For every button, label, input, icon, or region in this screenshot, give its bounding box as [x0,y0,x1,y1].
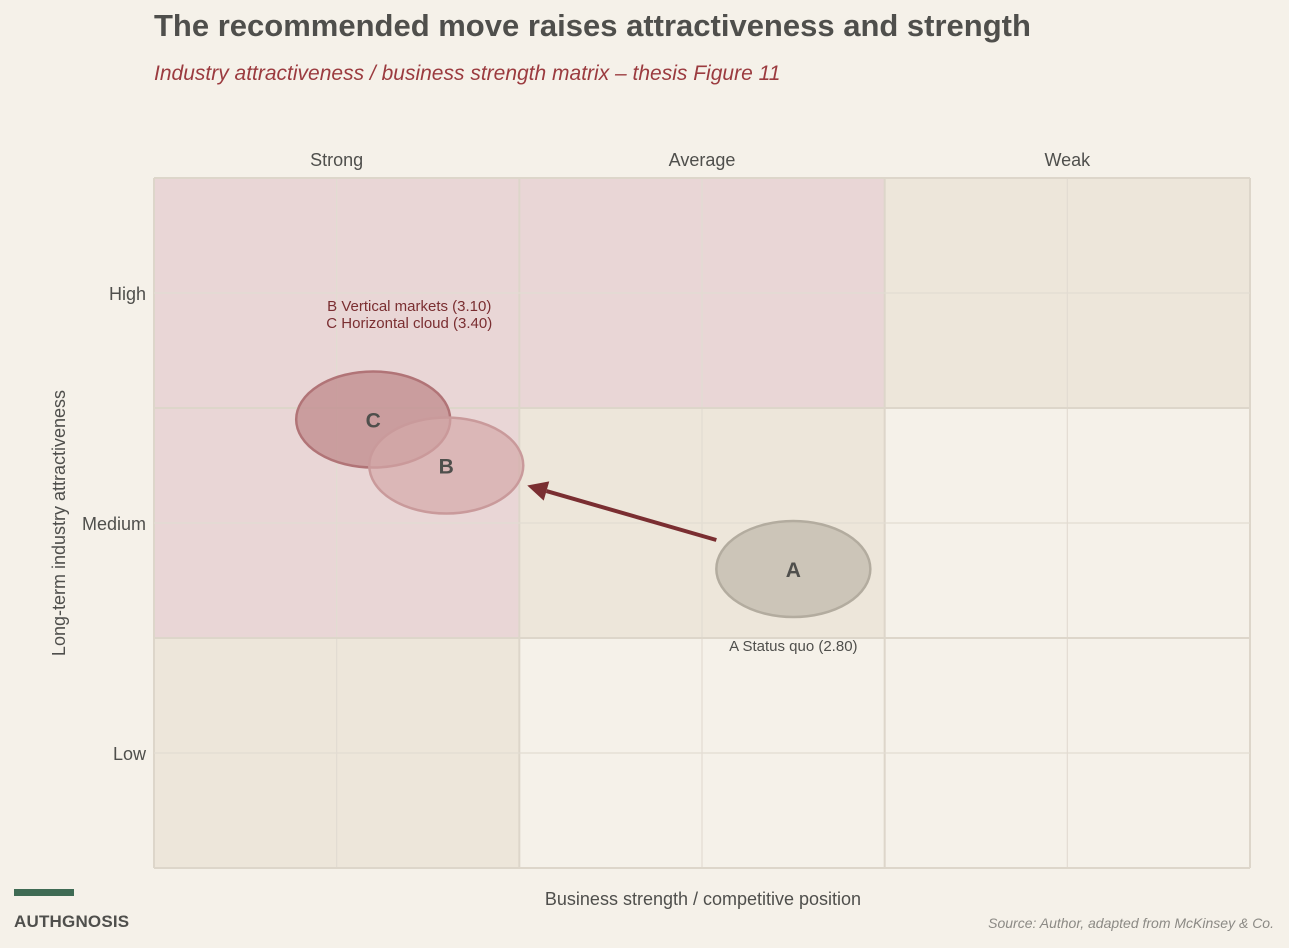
label-c: C Horizontal cloud (3.40) [326,315,492,332]
bubbles: A C B [294,370,872,619]
chart-title: The recommended move raises attractivene… [154,8,1031,43]
row-labels: High Medium Low [82,284,147,764]
chart-subtitle: Industry attractiveness / business stren… [154,62,781,85]
label-b: B Vertical markets (3.10) [327,298,491,315]
bubble-labels: B Vertical markets (3.10)C Horizontal cl… [326,298,857,655]
move-arrow-head [527,481,550,501]
brand-bar [14,889,74,896]
x-axis-label: Business strength / competitive position [545,889,861,909]
bubble-letter-a: A [786,559,801,582]
move-arrow-group [527,481,717,542]
row-label-low: Low [113,744,147,764]
source-note: Source: Author, adapted from McKinsey & … [988,915,1274,931]
column-label-weak: Weak [1044,150,1091,170]
bubble-letter-b: B [439,456,454,479]
brand-logo: AUTHGNOSIS [14,912,130,931]
move-arrow [545,489,717,542]
bubble-letter-c: C [366,410,381,433]
column-labels: Strong Average Weak [310,150,1091,170]
bubble-a [715,519,872,619]
label-a: A Status quo (2.80) [729,638,857,655]
y-axis-label: Long-term industry attractiveness [49,390,69,656]
row-label-medium: Medium [82,514,146,534]
bubble-b [368,416,525,515]
row-label-high: High [109,284,146,304]
column-label-average: Average [669,150,736,170]
column-label-strong: Strong [310,150,363,170]
